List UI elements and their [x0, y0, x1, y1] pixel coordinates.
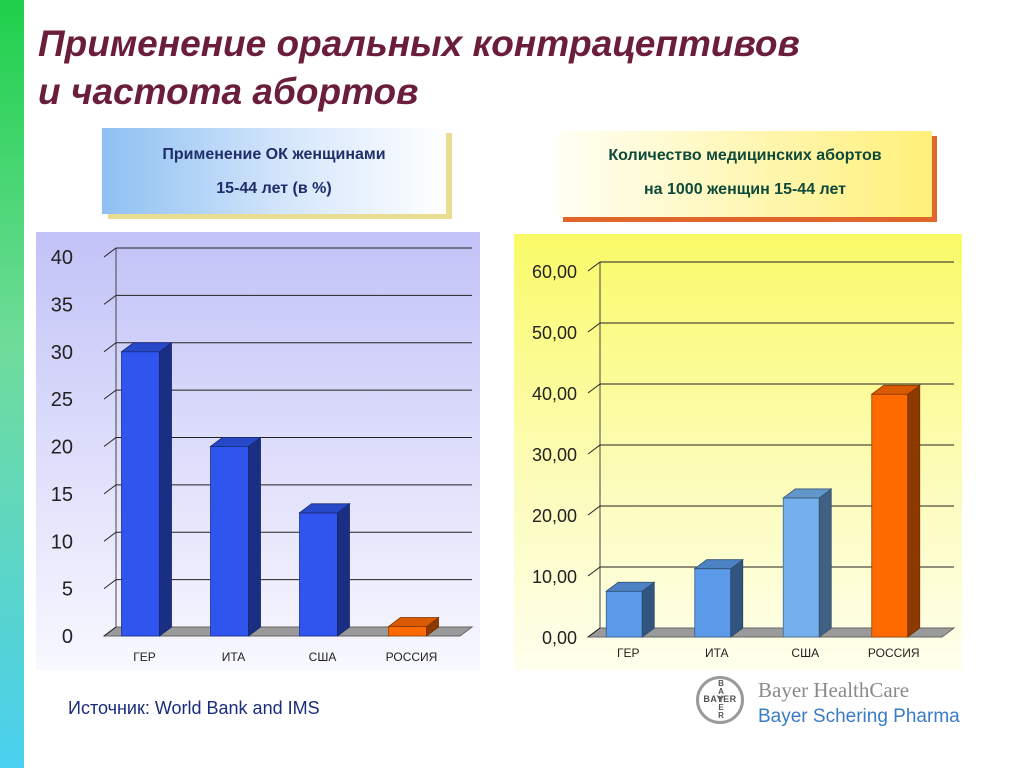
right-chart-bar-top: [870, 384, 921, 395]
right-chart-gridline-depth: [587, 505, 601, 516]
right-chart-y-tick-label: 60,00: [532, 262, 577, 282]
left-chart-gridline-depth: [103, 342, 117, 353]
left-chart-caption: Применение ОК женщинами 15-44 лет (в %): [102, 128, 446, 214]
right-chart-y-tick-label: 50,00: [532, 323, 577, 343]
right-chart-gridline-depth: [587, 444, 601, 455]
right-chart-y-tick-label: 10,00: [532, 567, 577, 587]
left-chart-bar: [210, 446, 249, 637]
right-chart-bar: [694, 568, 732, 638]
left-chart-bar-side: [337, 503, 350, 637]
source-note: Источник: World Bank and IMS: [68, 698, 320, 718]
left-chart-bar-top: [209, 437, 262, 447]
right-chart-gridline-depth: [587, 383, 601, 394]
left-chart-bar-top: [387, 617, 440, 627]
left-chart-y-tick-label: 25: [51, 389, 73, 411]
right-chart-x-category-label: ГЕР: [617, 646, 640, 660]
right-chart-bar-side: [641, 581, 655, 638]
logo-healthcare-text: Bayer HealthCare: [758, 678, 910, 702]
left-chart-bar-side: [248, 436, 261, 637]
left-chart-y-tick-label: 40: [51, 247, 73, 269]
left-chart-bar: [299, 512, 338, 637]
right-chart-y-tick-label: 0,00: [542, 628, 577, 648]
left-chart-y-tick-label: 10: [51, 531, 73, 553]
left-chart-x-category-label: ГЕР: [133, 650, 156, 664]
right-chart-gridline-depth: [587, 627, 601, 638]
left-chart-bar-side: [159, 341, 172, 637]
left-chart-y-tick-label: 30: [51, 342, 73, 364]
left-chart-gridline-depth: [103, 626, 117, 637]
right-chart-bar-side: [818, 488, 832, 638]
left-chart-gridline-depth: [103, 389, 117, 400]
slide-title-line2: и частота абортов: [38, 71, 419, 112]
left-chart-y-tick-label: 35: [51, 294, 73, 316]
left-chart-y-tick-label: 15: [51, 484, 73, 506]
side-accent-bar: [0, 0, 24, 768]
right-chart-gridline-depth: [587, 261, 601, 272]
right-chart-bar-side: [730, 558, 744, 638]
right-chart-bar: [782, 497, 820, 638]
left-chart-y-tick-label: 5: [62, 579, 73, 601]
left-chart-bar: [121, 351, 160, 637]
right-chart-bar-top: [693, 559, 744, 570]
right-chart-bar-top: [605, 581, 656, 592]
left-chart-gridline-depth: [103, 437, 117, 447]
abortion-rate-chart-svg: 0,00 10,00 20,00 30,00 40,00 50,00 60,00 ГЕР ИТА…: [532, 261, 956, 660]
right-chart-y-tick-label: 40,00: [532, 384, 577, 404]
left-chart-bar: [388, 626, 427, 637]
abortion-rate-chart: 0,00 10,00 20,00 30,00 40,00 50,00 60,00 ГЕР ИТА…: [514, 234, 962, 670]
left-chart-y-tick-label: 0: [62, 626, 73, 648]
left-chart-x-category-label: РОССИЯ: [386, 650, 438, 664]
right-chart-x-category-label: РОССИЯ: [868, 646, 920, 660]
left-chart-bar-top: [298, 503, 351, 514]
right-chart-y-tick-label: 30,00: [532, 445, 577, 465]
left-chart-bar-top: [120, 342, 173, 353]
left-chart-gridline-depth: [103, 531, 117, 542]
right-chart-bar-side: [907, 384, 921, 638]
left-chart-gridline-depth: [103, 247, 117, 258]
logo-schering-text: Bayer Schering Pharma: [758, 706, 960, 727]
left-chart-x-category-label: США: [309, 650, 337, 664]
contraceptive-use-chart: 0 5 10 15 20 25 30 35 40 ГЕР ИТА США РОССИЯ: [36, 232, 480, 670]
right-chart-gridline-depth: [587, 566, 601, 577]
right-chart-gridline-depth: [587, 322, 601, 333]
right-caption-line2: на 1000 женщин 15-44 лет: [643, 181, 847, 198]
left-chart-y-tick-label: 20: [51, 437, 73, 459]
left-caption-line1: Применение ОК женщинами: [162, 146, 386, 163]
bayer-cross-text: BAYER: [703, 694, 737, 704]
right-chart-x-category-label: ИТА: [705, 646, 729, 660]
left-chart-gridline-depth: [103, 579, 117, 590]
contraceptive-use-chart-svg: 0 5 10 15 20 25 30 35 40 ГЕР ИТА США РОССИЯ: [51, 247, 474, 664]
left-chart-gridline-depth: [103, 484, 117, 495]
right-chart-bar: [605, 590, 643, 638]
right-chart-x-category-label: США: [791, 646, 819, 660]
slide-title-line1: Применение оральных контрацептивов: [38, 23, 800, 64]
left-chart-gridline-depth: [103, 294, 117, 305]
right-chart-bar: [871, 393, 909, 638]
slide-title: Применение оральных контрацептивов и час…: [38, 20, 998, 116]
right-caption-line1: Количество медицинских абортов: [608, 147, 882, 164]
left-chart-x-category-label: ИТА: [222, 650, 246, 664]
right-chart-y-tick-label: 20,00: [532, 506, 577, 526]
right-chart-bar-top: [782, 488, 833, 499]
left-caption-line2: 15-44 лет (в %): [216, 180, 332, 197]
right-chart-caption: Количество медицинских абортов на 1000 ж…: [558, 131, 932, 217]
